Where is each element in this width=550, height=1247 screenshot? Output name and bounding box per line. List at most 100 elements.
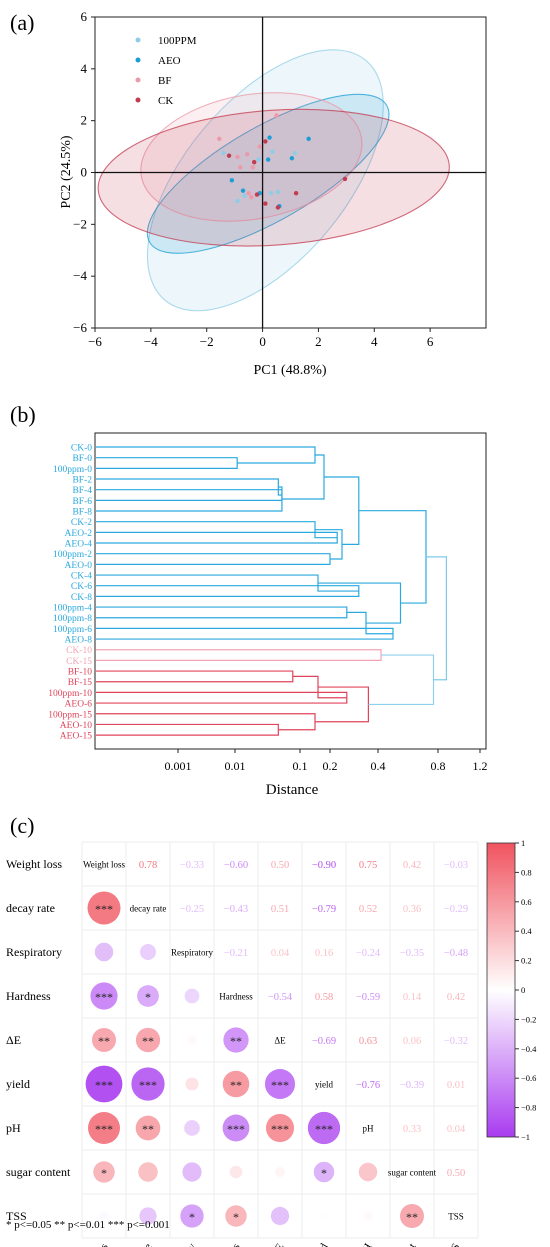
significance-marker: ***	[95, 990, 113, 1004]
dendrogram-frame	[94, 432, 487, 750]
pca-x-axis-label: PC1 (48.8%)	[253, 363, 326, 378]
correlation-value-label: −0.39	[400, 1080, 424, 1091]
correlation-value-label: −0.03	[444, 860, 468, 871]
correlation-column-label: Respiratory	[163, 1241, 199, 1247]
dendrogram-leaf-label: BF-10	[68, 668, 93, 678]
correlation-circle	[222, 1114, 250, 1142]
correlation-value-label: −0.29	[444, 904, 468, 915]
pca-point-ck	[226, 153, 232, 158]
correlation-column-label: yield	[309, 1241, 331, 1247]
correlation-circle	[222, 1070, 250, 1098]
pca-point-aeo	[229, 178, 235, 183]
colorbar-tick-label: 0.6	[521, 897, 532, 907]
pca-point-aeo	[267, 135, 272, 140]
correlation-column-label: decay rate	[122, 1241, 155, 1247]
panel-label-c: (c)	[10, 813, 34, 838]
pca-point-bf	[217, 136, 222, 142]
pca-y-tick-label: 0	[81, 165, 88, 180]
correlation-value-label: 0.75	[359, 860, 377, 871]
correlation-circle	[85, 1065, 123, 1103]
correlation-circle	[275, 1167, 285, 1177]
dendrogram-branch	[96, 478, 282, 496]
correlation-value-label: 0.42	[447, 992, 465, 1003]
dendrogram-panel: (b) CK-0BF-0100ppm-0BF-2BF-4BF-6BF-8CK-2…	[10, 402, 488, 798]
significance-marker: ***	[271, 1122, 289, 1136]
correlation-value-label: 0.63	[359, 1036, 377, 1047]
correlation-circle	[363, 1211, 373, 1221]
pca-y-axis-label: PC2 (24.5%)	[59, 135, 74, 208]
correlation-panel: (c) Weight loss 0.78 −0.33 −0.60 0.50 −0.90 0.…	[6, 813, 537, 1247]
correlation-value-label: −0.76	[356, 1080, 380, 1091]
dendrogram-branch	[96, 489, 283, 501]
significance-marker: *	[233, 1210, 239, 1224]
dendrogram-branch	[96, 606, 348, 619]
pca-points	[217, 113, 348, 210]
significance-marker: **	[230, 1078, 242, 1092]
pca-ellipses	[97, 49, 450, 312]
correlation-cells: Weight loss 0.78 −0.33 −0.60 0.50 −0.90 0.75 0.…	[83, 860, 468, 1228]
correlation-value-label: −0.59	[356, 992, 380, 1003]
correlation-circle	[187, 1035, 197, 1045]
pca-point-100ppm	[256, 157, 261, 162]
diagonal-label: Hardness	[219, 992, 253, 1002]
pca-y-tick-label: 2	[81, 113, 88, 128]
dendrogram-leaf-label: CK-10	[66, 646, 92, 656]
correlation-column-label: sugar content	[379, 1242, 419, 1247]
dendrogram-leaf-label: 100ppm-10	[48, 689, 92, 699]
dendrogram-branch	[358, 510, 427, 604]
correlation-circle	[135, 1027, 161, 1053]
correlation-value-label: −0.60	[224, 860, 248, 871]
pca-point-ck	[251, 159, 257, 165]
dendrogram-branch	[96, 553, 331, 565]
pca-point-bf	[235, 154, 240, 160]
pca-point-ck	[263, 139, 268, 144]
dendrogram-leaf-label: 100ppm-0	[53, 465, 92, 475]
correlation-value-label: −0.25	[180, 904, 204, 915]
correlation-value-label: 0.04	[271, 948, 290, 959]
colorbar-tick-label: 0.8	[521, 867, 532, 877]
dendrogram-branch	[315, 529, 343, 560]
correlation-value-label: 0.78	[139, 860, 157, 871]
pca-point-ck	[263, 201, 268, 206]
correlation-circle	[137, 985, 159, 1007]
significance-marker: **	[142, 1122, 154, 1136]
dendrogram-leaf-label: AEO-10	[60, 721, 92, 731]
correlation-circle	[319, 1211, 329, 1221]
significance-marker: ***	[95, 902, 113, 916]
correlation-value-label: 0.16	[315, 948, 333, 959]
significance-marker: ***	[315, 1122, 333, 1136]
significance-marker: **	[98, 1034, 110, 1048]
correlation-column-label: TSS	[443, 1242, 463, 1247]
correlation-value-label: −0.54	[268, 992, 293, 1003]
correlation-circle	[139, 1207, 157, 1225]
dendrogram-branch	[96, 457, 238, 469]
pca-axes: −6 −4 −2 0 2 4 6 −6 −4 −2 0 2 4 6	[73, 9, 487, 349]
dendrogram-x-tick-label: 0.4	[371, 759, 386, 773]
diagonal-label: pH	[363, 1124, 375, 1134]
diagonal-label: sugar content	[388, 1168, 437, 1178]
dendrogram-branches	[96, 446, 447, 736]
correlation-row-label: yield	[6, 1077, 30, 1091]
pca-point-bf	[274, 113, 279, 118]
diagonal-label: yield	[315, 1080, 333, 1090]
diagonal-label: ΔE	[274, 1036, 286, 1046]
correlation-value-label: 0.36	[403, 904, 421, 915]
dendrogram-x-tick-label: 1.2	[473, 759, 488, 773]
colorbar-tick-label: −0.4	[521, 1044, 537, 1054]
legend-marker-ck	[135, 97, 141, 103]
legend-label-bf: BF	[158, 75, 171, 87]
dendrogram-leaf-label: BF-6	[72, 497, 92, 507]
pca-point-bf	[249, 194, 254, 200]
correlation-value-label: 0.50	[447, 1168, 465, 1179]
legend-label-100ppm: 100PPM	[158, 35, 197, 47]
dendrogram-leaf-label: 100ppm-4	[53, 604, 92, 614]
correlation-value-label: 0.04	[447, 1124, 466, 1135]
pca-x-tick-label: 0	[259, 334, 266, 349]
correlation-circle	[90, 982, 118, 1010]
dendrogram-leaf-label: CK-2	[71, 518, 92, 528]
correlation-circle	[270, 1206, 290, 1226]
dendrogram-x-axis: 0.001 0.01 0.1 0.2 0.4 0.8 1.2	[165, 749, 488, 773]
colorbar-tick-label: −1	[521, 1132, 530, 1142]
correlation-circle	[180, 1204, 204, 1228]
pca-y-tick-label: −2	[73, 216, 87, 231]
